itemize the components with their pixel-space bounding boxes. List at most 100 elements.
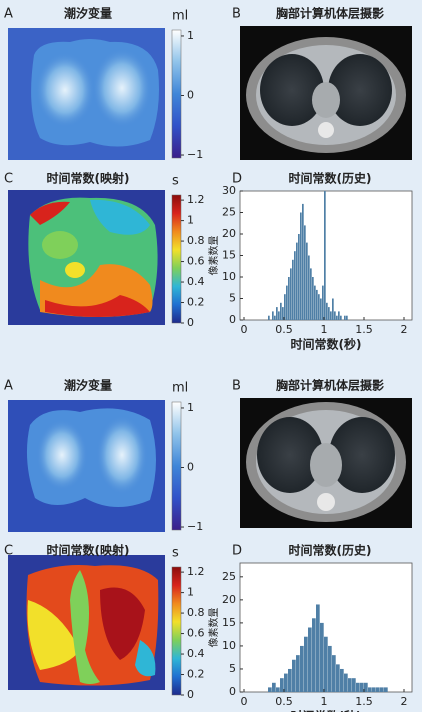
bar <box>314 285 316 320</box>
x-tick-label: 0 <box>241 323 248 336</box>
bar <box>360 682 364 692</box>
bar <box>276 687 280 692</box>
colorbar-tick-label: 1 <box>187 586 194 599</box>
bar <box>278 311 280 320</box>
bar <box>310 268 312 320</box>
bar <box>316 289 318 320</box>
bar <box>326 302 328 320</box>
bar <box>324 191 326 320</box>
bar <box>292 659 296 692</box>
colorbar <box>171 401 182 531</box>
colorbar-tick-label: −1 <box>187 148 203 161</box>
bar <box>302 203 304 320</box>
bar <box>330 311 332 320</box>
bar <box>298 234 300 320</box>
panel-letter: A <box>4 379 13 394</box>
colorbar-tick-label: 0.6 <box>187 255 205 268</box>
bar <box>332 298 334 320</box>
bar <box>288 668 292 692</box>
bar <box>318 294 320 320</box>
bar <box>340 668 344 692</box>
y-tick-label: 20 <box>222 227 236 240</box>
bar <box>348 678 352 692</box>
colorbar <box>171 194 182 324</box>
bar <box>328 307 330 320</box>
bar <box>322 285 324 320</box>
y-tick-label: 15 <box>222 616 236 629</box>
colorbar-unit: ml <box>172 9 188 24</box>
bar <box>328 645 332 692</box>
bar <box>280 678 284 692</box>
bar <box>336 315 338 320</box>
bar <box>308 255 310 320</box>
colorbar-tick-label: 0.4 <box>187 275 205 288</box>
y-tick-label: 0 <box>229 685 236 698</box>
bar <box>324 636 328 692</box>
bar <box>344 315 346 320</box>
time-constant-map <box>8 190 165 325</box>
bar <box>280 302 282 320</box>
tidal-map <box>8 400 165 532</box>
bar <box>380 687 384 692</box>
colorbar-tick-label: 0.6 <box>187 627 205 640</box>
bar <box>316 604 320 692</box>
ct-image <box>240 26 412 160</box>
bar <box>320 622 324 692</box>
y-tick-label: 5 <box>229 292 236 305</box>
bar <box>284 673 288 692</box>
panel-title: 时间常数(映射) <box>47 171 130 186</box>
x-tick-label: 1.5 <box>355 695 373 708</box>
x-tick-label: 0.5 <box>275 323 293 336</box>
y-tick-label: 10 <box>222 270 236 283</box>
bar <box>300 212 302 320</box>
colorbar-tick-label: 1 <box>187 29 194 42</box>
y-tick-label: 25 <box>222 570 236 583</box>
colorbar <box>171 29 182 159</box>
panel-title: 胸部计算机体层摄影 <box>276 378 384 393</box>
bar <box>286 285 288 320</box>
ct-image <box>240 398 412 528</box>
bar <box>282 307 284 320</box>
bar <box>334 311 336 320</box>
x-axis-label: 时间常数(秒) <box>291 709 362 712</box>
panel-title: 时间常数(历史) <box>289 171 372 186</box>
colorbar-tick-label: 0.4 <box>187 647 205 660</box>
bar <box>306 242 308 320</box>
bar <box>308 627 312 692</box>
tidal-map <box>8 28 165 160</box>
panel-title: 时间常数(映射) <box>47 543 130 558</box>
colorbar-tick-label: 0.8 <box>187 234 205 247</box>
bar <box>338 311 340 320</box>
panel-title: 潮汐变量 <box>64 6 112 21</box>
bar <box>294 251 296 320</box>
y-tick-label: 25 <box>222 206 236 219</box>
bar <box>346 315 348 320</box>
colorbar-tick-label: 1 <box>187 401 194 414</box>
y-tick-label: 5 <box>229 662 236 675</box>
colorbar <box>171 566 182 696</box>
colorbar-unit: s <box>172 174 179 189</box>
x-tick-label: 2 <box>401 323 408 336</box>
bar <box>272 682 276 692</box>
y-tick-label: 30 <box>222 184 236 197</box>
bar <box>352 678 356 692</box>
colorbar-tick-label: 0.2 <box>187 668 205 681</box>
bar <box>268 687 272 692</box>
bar <box>274 315 276 320</box>
bar <box>320 298 322 320</box>
colorbar-unit: s <box>172 546 179 561</box>
colorbar-tick-label: 0.8 <box>187 606 205 619</box>
bar <box>384 687 388 692</box>
bar <box>276 307 278 320</box>
colorbar-tick-label: 0 <box>187 88 194 101</box>
y-axis-label: 像素数量 <box>207 608 220 648</box>
colorbar-tick-label: 0 <box>187 688 194 701</box>
bar <box>272 311 274 320</box>
panel-title: 时间常数(历史) <box>289 543 372 558</box>
x-tick-label: 0.5 <box>275 695 293 708</box>
bar <box>290 268 292 320</box>
panel-letter: B <box>232 379 241 394</box>
colorbar-tick-label: 1.2 <box>187 193 205 206</box>
